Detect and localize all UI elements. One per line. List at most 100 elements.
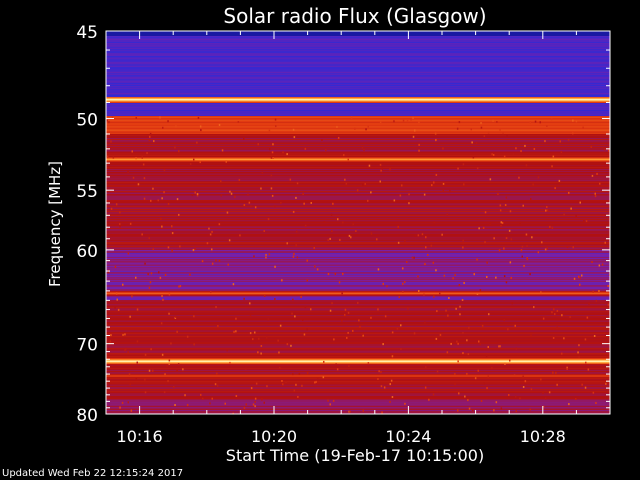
spectrogram-row	[106, 323, 610, 324]
spectrogram-speckle	[411, 256, 414, 259]
spectrogram-speckle	[577, 348, 580, 351]
spectrogram-row	[106, 377, 610, 378]
spectrogram-row	[106, 175, 610, 176]
spectrogram-row	[106, 199, 610, 200]
spectrogram-speckle	[202, 397, 204, 400]
spectrogram-row	[106, 182, 610, 183]
spectrogram-row	[106, 351, 610, 352]
spectrogram-row	[106, 71, 610, 72]
spectrogram-row	[106, 39, 610, 40]
spectrogram-row	[106, 180, 610, 181]
spectrogram-row	[106, 211, 610, 212]
spectrogram-speckle	[486, 387, 488, 390]
spectrogram-speckle	[293, 253, 295, 256]
spectrogram-speckle	[541, 241, 543, 244]
spectrogram-speckle	[149, 135, 151, 138]
spectrogram-row	[106, 184, 610, 185]
spectrogram-row	[106, 68, 610, 69]
spectrogram-speckle	[382, 343, 384, 346]
spectrogram-speckle	[210, 291, 212, 294]
spectrogram-speckle	[459, 305, 461, 308]
spectrogram-speckle	[577, 351, 579, 354]
spectrogram-row	[106, 401, 610, 402]
spectrogram-speckle	[268, 129, 271, 132]
spectrogram-row	[106, 296, 610, 297]
spectrogram-row	[106, 409, 610, 410]
spectrogram-speckle	[281, 380, 283, 382]
spectrogram-row	[106, 65, 610, 66]
spectrogram-speckle	[355, 230, 357, 232]
spectrogram-speckle	[607, 303, 610, 306]
spectrogram-speckle	[601, 263, 604, 266]
spectrogram-row	[106, 157, 610, 158]
spectrogram-speckle	[561, 314, 563, 317]
spectrogram-speckle	[110, 207, 113, 210]
spectrogram-row	[106, 128, 610, 129]
spectrogram-speckle	[407, 307, 409, 310]
spectrogram-speckle	[442, 182, 445, 185]
spectrogram-row	[106, 222, 610, 223]
spectrogram-speckle	[506, 135, 508, 137]
spectrogram-speckle	[379, 180, 381, 183]
spectrogram-speckle	[144, 391, 147, 394]
spectrogram-row	[106, 177, 610, 178]
spectrogram-speckle	[509, 261, 512, 264]
spectrogram-row	[106, 220, 610, 221]
spectrogram-row	[106, 288, 610, 289]
spectrogram-speckle	[268, 253, 271, 256]
y-tick-label: 45	[76, 23, 98, 43]
spectrogram-speckle	[432, 261, 435, 264]
spectrogram-speckle	[404, 239, 406, 242]
spectrogram-speckle	[524, 380, 527, 383]
spectrogram-row	[106, 235, 610, 236]
spectrogram-speckle	[226, 211, 229, 214]
spectrogram-row	[106, 386, 610, 387]
spectrogram-row	[106, 319, 610, 320]
spectrogram-row	[106, 350, 610, 351]
spectrogram-speckle	[315, 380, 317, 383]
spectrogram-row	[106, 83, 610, 84]
spectrogram-speckle	[131, 295, 133, 298]
spectrogram-row	[106, 156, 610, 157]
spectrogram-speckle	[196, 194, 199, 197]
spectrogram-row	[106, 99, 610, 100]
spectrogram-speckle	[526, 257, 528, 259]
spectrogram-row	[106, 349, 610, 350]
spectrogram-speckle	[585, 220, 588, 223]
spectrogram-speckle	[211, 262, 214, 265]
spectrogram-row	[106, 34, 610, 35]
spectrogram-speckle	[402, 282, 404, 285]
spectrogram-speckle	[447, 314, 449, 317]
spectrogram-speckle	[345, 182, 348, 185]
spectrogram-row	[106, 121, 610, 122]
spectrogram-speckle	[135, 378, 137, 380]
spectrogram-speckle	[257, 143, 259, 146]
spectrogram-speckle	[367, 199, 369, 202]
spectrogram-speckle	[243, 204, 246, 206]
spectrogram-row	[106, 265, 610, 266]
spectrogram-row	[106, 390, 610, 391]
spectrogram-row	[106, 270, 610, 271]
spectrogram-speckle	[163, 191, 165, 194]
spectrogram-speckle	[160, 322, 163, 325]
spectrogram-speckle	[191, 194, 194, 197]
spectrogram-speckle	[303, 333, 306, 336]
spectrogram-speckle	[607, 149, 610, 152]
spectrogram-row	[106, 255, 610, 256]
spectrogram-speckle	[119, 406, 121, 409]
spectrogram-speckle	[503, 155, 506, 158]
spectrogram-row	[106, 389, 610, 390]
spectrogram-speckle	[280, 201, 282, 204]
spectrogram-speckle	[380, 385, 383, 388]
spectrogram-speckle	[295, 244, 297, 247]
spectrogram-row	[106, 49, 610, 50]
spectrogram-speckle	[386, 285, 388, 288]
spectrogram-row	[106, 391, 610, 392]
spectrogram-speckle	[304, 147, 307, 150]
spectrogram-speckle	[544, 140, 546, 143]
spectrogram-speckle	[607, 285, 609, 287]
spectrogram-speckle	[263, 230, 265, 232]
spectrogram-speckle	[568, 403, 570, 406]
spectrogram-speckle	[439, 292, 441, 295]
spectrogram-row	[106, 397, 610, 398]
